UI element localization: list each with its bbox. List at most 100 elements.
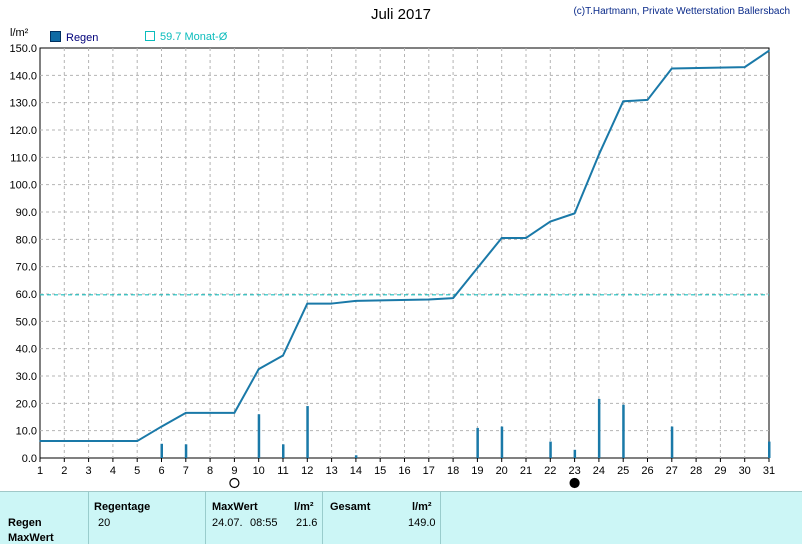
- line-point: [233, 412, 236, 414]
- x-tick-label: 19: [471, 465, 483, 477]
- x-tick-label: 23: [568, 465, 580, 477]
- legend-monthly-average: 59.7 Monat-Ø: [145, 31, 227, 43]
- stats-max-date: 24.07.: [212, 517, 243, 529]
- line-point: [306, 302, 309, 305]
- y-axis: 0.0 10.0 20.0 30.0 40.0 50.0 60.0 70.0 80.0 90.0 1…: [9, 43, 37, 465]
- line-point: [476, 267, 479, 269]
- line-point: [355, 300, 357, 302]
- y-axis-unit: l/m²: [10, 27, 29, 39]
- x-tick-label: 30: [739, 465, 751, 477]
- x-tick-label: 6: [158, 465, 164, 477]
- x-axis: 1 2 3 4 5 6 7 8 9 10 11 12 13 14 15 16 17 18 19 20 21 22 23 24 2…: [37, 458, 775, 477]
- line-point: [573, 212, 576, 215]
- rain-bar: [573, 449, 577, 458]
- y-tick-label: 120.0: [9, 125, 37, 137]
- rain-bar: [354, 455, 358, 458]
- x-tick-label: 29: [714, 465, 726, 477]
- y-tick-label: 0.0: [22, 453, 37, 465]
- line-point: [160, 425, 163, 428]
- stats-divider: [88, 492, 89, 544]
- stats-header-regentage: Regentage: [94, 501, 151, 513]
- copyright-credit: (c)T.Hartmann, Private Wetterstation Bal…: [573, 6, 790, 17]
- y-tick-label: 150.0: [9, 43, 37, 55]
- x-tick-label: 26: [641, 465, 653, 477]
- x-tick-label: 14: [350, 465, 362, 477]
- y-tick-label: 90.0: [16, 207, 37, 219]
- x-tick-label: 2: [61, 465, 67, 477]
- y-tick-label: 70.0: [16, 262, 37, 274]
- line-point: [549, 220, 552, 223]
- stats-header-gesamt-unit: l/m²: [412, 501, 432, 513]
- line-point: [185, 412, 187, 414]
- line-point: [39, 440, 41, 442]
- rain-chart: 0.0 10.0 20.0 30.0 40.0 50.0 60.0 70.0 80.0 90.0 1…: [9, 43, 775, 489]
- rain-bar: [622, 404, 625, 458]
- stats-divider: [322, 492, 323, 544]
- x-tick-label: 31: [763, 465, 775, 477]
- line-point: [646, 99, 649, 101]
- full-moon-icon: [569, 477, 580, 489]
- y-tick-label: 40.0: [16, 344, 37, 356]
- stats-divider: [440, 492, 441, 544]
- stats-header-maxwert: MaxWert: [212, 501, 258, 513]
- y-tick-label: 20.0: [16, 398, 37, 410]
- line-point: [598, 153, 600, 156]
- rain-bar: [670, 426, 674, 458]
- legend-regen-swatch-icon: [50, 31, 61, 42]
- x-tick-label: 27: [666, 465, 678, 477]
- x-tick-label: 9: [231, 465, 237, 477]
- x-tick-label: 8: [207, 465, 213, 477]
- x-tick-label: 1: [37, 465, 43, 477]
- rain-bar: [597, 398, 601, 458]
- y-tick-label: 10.0: [16, 426, 37, 438]
- chart-title: Juli 2017: [370, 6, 432, 23]
- line-point: [671, 67, 673, 70]
- x-tick-label: 20: [496, 465, 508, 477]
- line-point: [743, 66, 746, 68]
- x-tick-label: 22: [544, 465, 556, 477]
- daily-rain-bars: [160, 398, 771, 458]
- legend-regen-label: Regen: [66, 32, 99, 44]
- moon-phase-icons: [229, 477, 580, 489]
- legend-regen: Regen: [50, 31, 98, 44]
- stats-gesamt-value: 149.0: [408, 517, 436, 529]
- line-point: [452, 297, 454, 299]
- x-tick-label: 10: [253, 465, 265, 477]
- stats-row-maxwert: MaxWert: [8, 532, 54, 544]
- rain-bar: [184, 444, 188, 458]
- x-tick-label: 4: [110, 465, 116, 477]
- x-tick-label: 24: [593, 465, 605, 477]
- x-tick-label: 7: [183, 465, 189, 477]
- rain-bar: [549, 441, 552, 458]
- line-point: [622, 100, 624, 103]
- y-tick-label: 80.0: [16, 234, 37, 246]
- x-tick-label: 5: [134, 465, 140, 477]
- chart-grid: [39, 47, 770, 459]
- x-tick-label: 28: [690, 465, 702, 477]
- legend-average-label: 59.7 Monat-Ø: [160, 31, 228, 43]
- y-tick-label: 30.0: [16, 371, 37, 383]
- cumulative-rain-line-group: [39, 49, 770, 443]
- stats-row-regen: Regen: [8, 517, 42, 529]
- stats-max-value: 21.6: [296, 517, 318, 529]
- x-tick-label: 25: [617, 465, 629, 477]
- y-tick-label: 140.0: [9, 70, 37, 82]
- line-point: [428, 298, 430, 301]
- line-point: [500, 237, 503, 239]
- x-tick-label: 12: [301, 465, 313, 477]
- stats-regentage-value: 20: [98, 517, 111, 529]
- x-tick-label: 13: [325, 465, 337, 477]
- y-tick-label: 60.0: [16, 289, 37, 301]
- line-point: [257, 368, 260, 370]
- y-tick-label: 100.0: [9, 180, 37, 192]
- stats-header-gesamt: Gesamt: [330, 501, 371, 513]
- stats-max-time: 08:55: [250, 517, 278, 529]
- rain-bar: [160, 443, 163, 458]
- rain-bar: [500, 426, 504, 458]
- line-point: [330, 302, 333, 305]
- stats-divider: [205, 492, 206, 544]
- y-tick-label: 110.0: [10, 152, 37, 164]
- x-tick-label: 21: [520, 465, 532, 477]
- rain-bar: [257, 414, 261, 458]
- rain-bar: [282, 444, 285, 458]
